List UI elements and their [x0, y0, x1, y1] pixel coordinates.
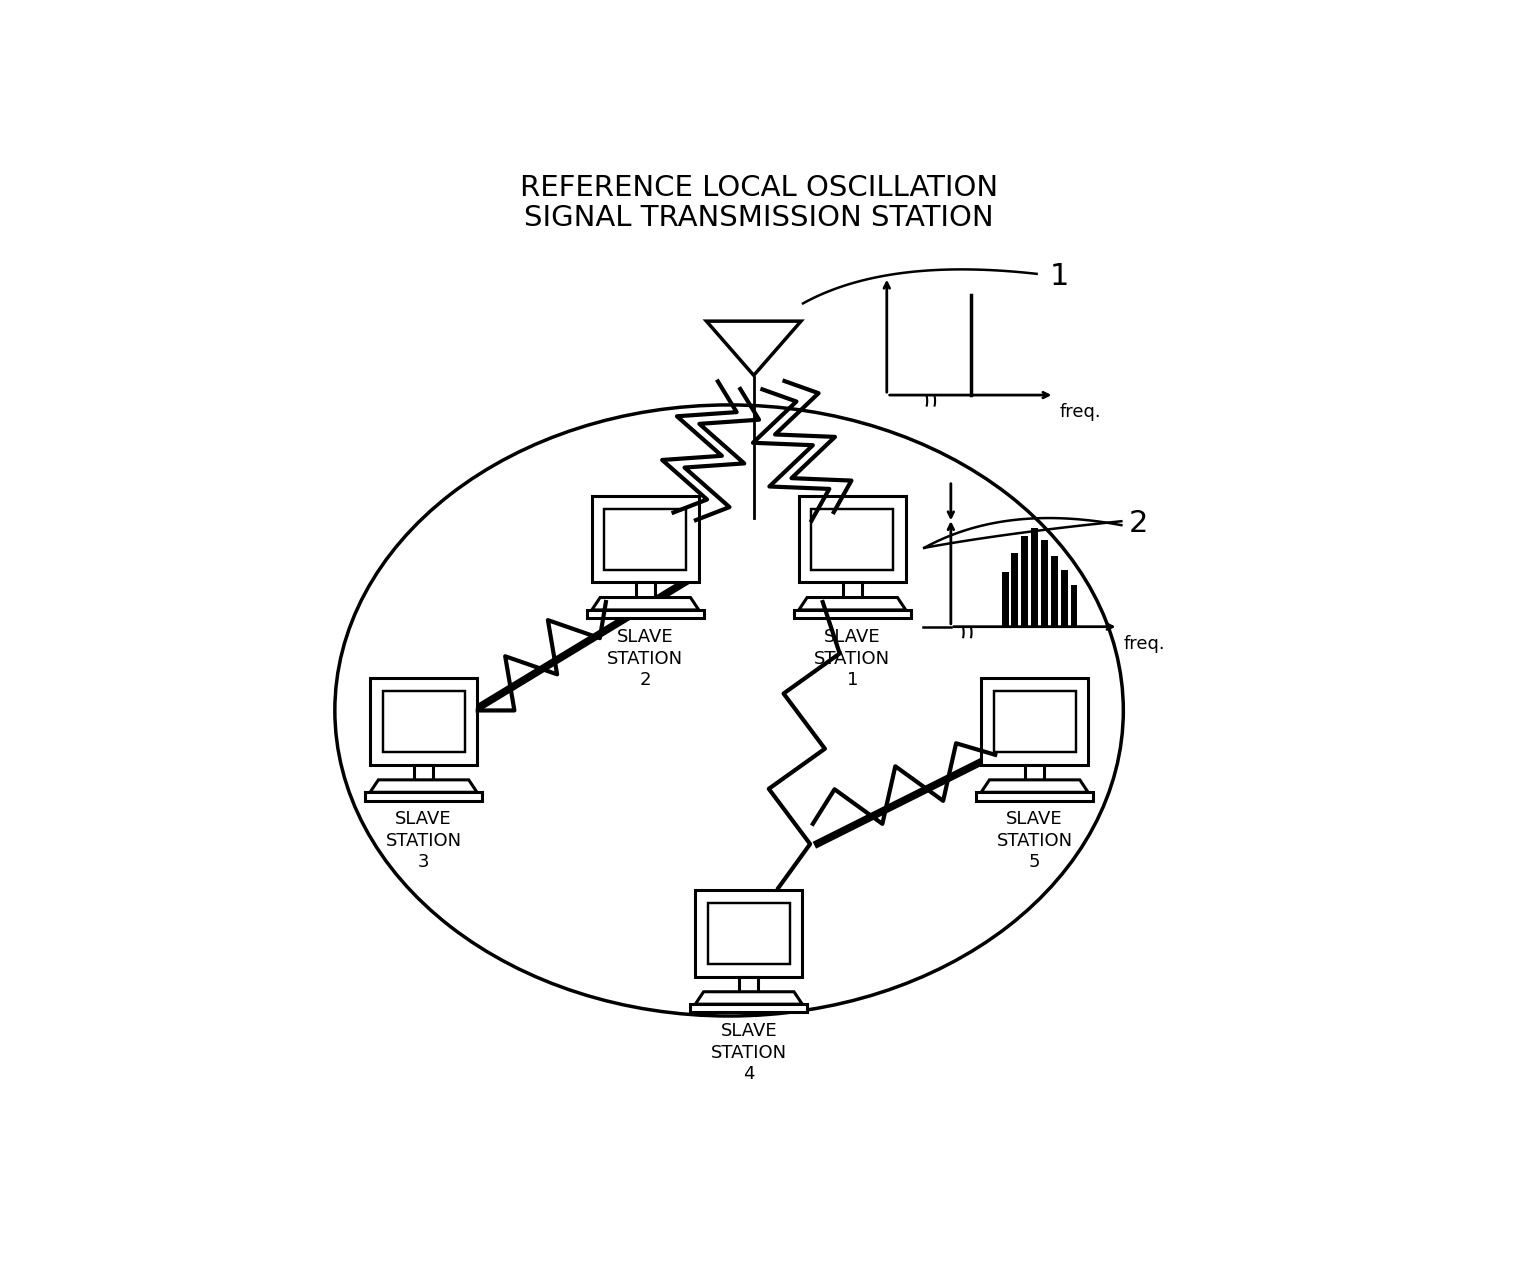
Text: freq.: freq. — [1060, 403, 1101, 421]
Bar — [383, 691, 464, 753]
Bar — [635, 582, 655, 598]
Text: REFERENCE LOCAL OSCILLATION: REFERENCE LOCAL OSCILLATION — [520, 174, 998, 202]
Bar — [798, 497, 906, 582]
Bar — [994, 691, 1075, 753]
Bar — [592, 497, 698, 582]
Bar — [1012, 553, 1018, 627]
Bar — [1021, 536, 1029, 627]
Bar — [365, 792, 483, 800]
Text: SLAVE
STATION
5: SLAVE STATION 5 — [997, 810, 1072, 872]
Bar — [811, 508, 894, 570]
Bar — [1024, 764, 1044, 780]
Bar — [371, 678, 477, 764]
Bar — [1061, 570, 1067, 627]
Polygon shape — [981, 780, 1087, 792]
Text: 2: 2 — [1129, 508, 1147, 538]
Bar — [981, 678, 1087, 764]
Bar — [1050, 556, 1058, 627]
Bar — [695, 891, 803, 977]
Bar — [740, 977, 758, 992]
Polygon shape — [371, 780, 477, 792]
Bar — [1041, 540, 1047, 627]
Bar — [604, 508, 686, 570]
Bar — [1030, 529, 1038, 627]
Text: freq.: freq. — [1123, 635, 1164, 653]
Text: SLAVE
STATION
3: SLAVE STATION 3 — [386, 810, 461, 872]
Text: SIGNAL TRANSMISSION STATION: SIGNAL TRANSMISSION STATION — [524, 204, 994, 232]
Bar — [794, 611, 910, 618]
Text: 1: 1 — [1049, 262, 1069, 292]
Bar — [843, 582, 861, 598]
Bar — [414, 764, 434, 780]
Bar — [977, 792, 1094, 800]
Bar — [1001, 572, 1009, 627]
Text: SLAVE
STATION
1: SLAVE STATION 1 — [814, 628, 891, 689]
Bar — [1070, 585, 1078, 627]
Bar — [691, 1005, 807, 1012]
Text: SLAVE
STATION
2: SLAVE STATION 2 — [608, 628, 683, 689]
Polygon shape — [798, 598, 906, 611]
Bar — [586, 611, 704, 618]
Polygon shape — [592, 598, 698, 611]
Text: SLAVE
STATION
4: SLAVE STATION 4 — [711, 1023, 787, 1083]
Polygon shape — [695, 992, 803, 1005]
Bar — [707, 902, 791, 964]
